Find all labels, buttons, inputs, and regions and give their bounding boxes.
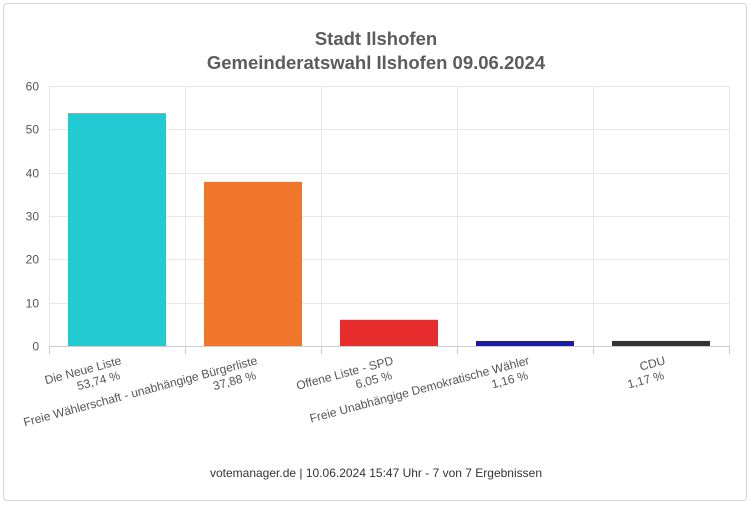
bar	[340, 319, 438, 346]
chart-subtitle: Gemeinderatswahl Ilshofen 09.06.2024	[206, 52, 546, 73]
y-tick-label: 30	[26, 210, 40, 224]
category-name: Freie Wählerschaft - unabhängige Bürgerl…	[22, 353, 259, 429]
bar	[204, 181, 302, 346]
category-value-label: 1,17 %	[626, 368, 666, 391]
chart-title: Stadt Ilshofen	[314, 28, 438, 49]
grid-lines	[49, 86, 730, 346]
category-label: Freie Wählerschaft - unabhängige Bürgerl…	[22, 353, 263, 443]
y-tick-label: 50	[26, 123, 40, 137]
y-tick-label: 40	[26, 167, 40, 181]
y-tick-label: 60	[26, 80, 40, 94]
chart-frame	[3, 3, 747, 501]
footer-source: votemanager.de | 10.06.2024 15:47 Uhr - …	[209, 466, 542, 480]
category-name: CDU	[638, 353, 667, 373]
bar	[476, 340, 574, 346]
y-tick-label: 20	[26, 253, 40, 267]
bar	[68, 113, 166, 346]
y-tick-label: 10	[26, 297, 40, 311]
bars	[68, 113, 710, 346]
axes: 0 10 20 30 40 50 60	[26, 80, 730, 354]
category-label: CDU1,17 %	[622, 353, 670, 391]
category-labels: Die Neue Liste53,74 %Freie Wählerschaft …	[22, 353, 670, 443]
y-tick-label: 0	[32, 340, 39, 354]
bar	[612, 340, 710, 346]
